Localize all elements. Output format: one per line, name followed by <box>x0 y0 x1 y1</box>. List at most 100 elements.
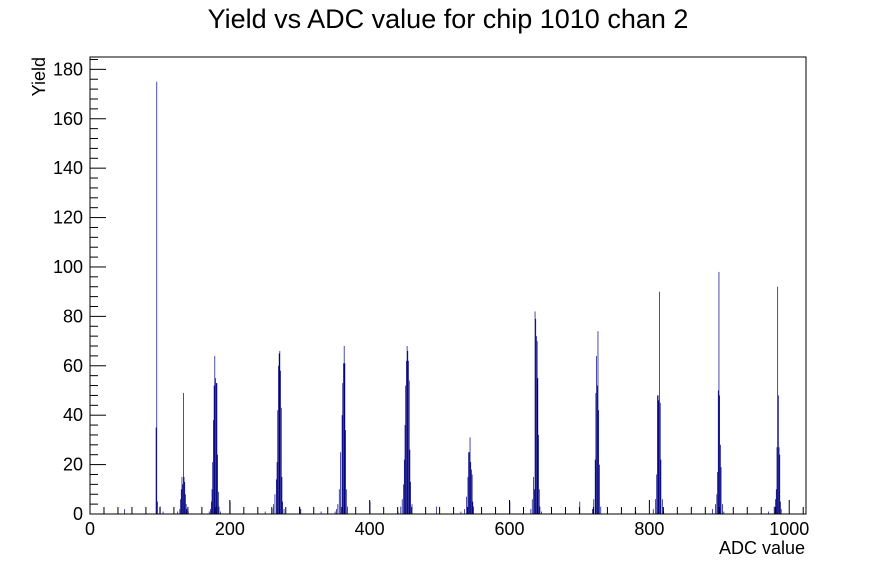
histogram-bin-1 <box>155 427 157 514</box>
histogram-bin-101 <box>535 318 537 514</box>
histogram-bin-28 <box>215 383 217 514</box>
histogram-bin-39 <box>275 479 277 514</box>
histogram-bin-29 <box>216 383 218 514</box>
histogram-bin-11 <box>182 484 183 514</box>
histogram-bin-27 <box>215 378 216 514</box>
histogram-bin-57 <box>340 452 342 514</box>
y-tick-label: 120 <box>53 208 83 228</box>
chart-title: Yield vs ADC value for chip 1010 chan 2 <box>208 4 689 34</box>
histogram-bin-24 <box>213 420 214 514</box>
histogram-bin-136 <box>717 390 719 514</box>
histogram-bin-75 <box>406 346 408 514</box>
histogram-bin-63 <box>345 430 346 514</box>
histogram-bin-20 <box>210 509 211 514</box>
histogram-bin-132 <box>712 509 713 514</box>
histogram-bin-38 <box>274 494 276 514</box>
histogram-bin-97 <box>531 499 533 514</box>
histogram-bin-43 <box>278 353 280 514</box>
histogram-bin-123 <box>656 474 658 514</box>
histogram-bin-70 <box>403 484 404 514</box>
histogram-bars <box>124 81 782 514</box>
histogram-bin-65 <box>347 506 349 514</box>
histogram-bin-84 <box>464 509 465 514</box>
histogram-bin-79 <box>409 449 411 514</box>
y-tick-label: 40 <box>63 405 83 425</box>
histogram-bin-112 <box>594 459 596 514</box>
x-tick-label: 800 <box>634 519 664 539</box>
histogram-bin-45 <box>280 370 281 514</box>
histogram-bin-99 <box>534 489 535 514</box>
histogram-bin-90 <box>470 462 472 514</box>
histogram-bin-53 <box>334 511 336 514</box>
histogram-bin-102 <box>536 336 537 514</box>
histogram-bin-32 <box>218 506 220 514</box>
histogram-bin-60 <box>343 363 344 514</box>
histogram-bin-94 <box>473 506 474 514</box>
histogram-bin-51 <box>300 509 302 514</box>
histogram-bin-140 <box>720 467 722 514</box>
histogram-bin-148 <box>777 286 779 514</box>
histogram-bin-152 <box>780 501 781 514</box>
histogram-bin-139 <box>720 444 721 514</box>
histogram-bin-8 <box>180 499 181 514</box>
histogram-bin-128 <box>659 402 661 514</box>
histogram-bin-14 <box>184 481 186 514</box>
histogram-bin-100 <box>534 311 536 514</box>
histogram-bin-49 <box>283 509 285 514</box>
histogram-bin-25 <box>213 385 215 514</box>
y-axis-label: Yield <box>29 57 49 96</box>
x-tick-label: 200 <box>215 519 245 539</box>
histogram-bin-61 <box>343 346 345 514</box>
histogram-bin-78 <box>408 380 410 514</box>
histogram-bin-111 <box>593 499 595 514</box>
histogram-bin-153 <box>780 509 782 514</box>
histogram-bin-121 <box>652 509 654 514</box>
y-tick-label: 80 <box>63 306 83 326</box>
histogram-bin-6 <box>177 511 179 514</box>
histogram-bin-35 <box>264 511 266 514</box>
histogram-bin-55 <box>337 504 339 514</box>
x-tick-label: 400 <box>355 519 385 539</box>
histogram-bin-12 <box>183 392 184 514</box>
y-tick-label: 100 <box>53 257 83 277</box>
histogram-bin-69 <box>401 499 403 514</box>
histogram-bin-15 <box>185 494 186 514</box>
histogram-bin-116 <box>597 331 599 514</box>
histogram-bin-13 <box>183 476 185 514</box>
histogram-bin-64 <box>345 489 347 514</box>
histogram-bin-93 <box>472 501 474 514</box>
histogram-bin-0 <box>124 509 125 514</box>
histogram-bin-119 <box>600 506 602 514</box>
histogram-bin-59 <box>342 383 344 514</box>
histogram-bin-147 <box>776 447 778 514</box>
histogram-bin-141 <box>722 504 723 514</box>
histogram-bin-46 <box>280 407 282 514</box>
x-axis: 0 200 400 600 800 1000 <box>85 500 809 539</box>
histogram-bin-142 <box>723 511 725 514</box>
histogram-bin-72 <box>404 425 406 514</box>
histogram-bin-74 <box>406 360 407 514</box>
histogram-bin-41 <box>277 410 279 514</box>
histogram-bin-117 <box>598 410 600 514</box>
plot-frame <box>89 56 807 515</box>
histogram-bin-10 <box>181 476 183 514</box>
histogram-bin-106 <box>538 489 540 514</box>
histogram-bin-83 <box>460 511 462 514</box>
histogram-bin-80 <box>410 481 411 514</box>
histogram-bin-2 <box>156 81 158 514</box>
histogram-bin-108 <box>541 511 542 514</box>
histogram-bin-9 <box>180 489 182 514</box>
histogram-bin-3 <box>157 501 158 514</box>
y-tick-label: 0 <box>73 504 83 524</box>
histogram-bin-5 <box>162 511 164 514</box>
histogram-bin-133 <box>715 504 716 514</box>
histogram-bin-105 <box>538 434 539 514</box>
y-tick-label: 140 <box>53 158 83 178</box>
histogram-bin-76 <box>407 350 409 514</box>
histogram-bin-130 <box>661 499 663 514</box>
histogram-bin-118 <box>599 464 600 514</box>
histogram-bin-48 <box>282 501 283 514</box>
histogram-bin-115 <box>596 385 598 514</box>
histogram-bin-23 <box>212 462 214 514</box>
